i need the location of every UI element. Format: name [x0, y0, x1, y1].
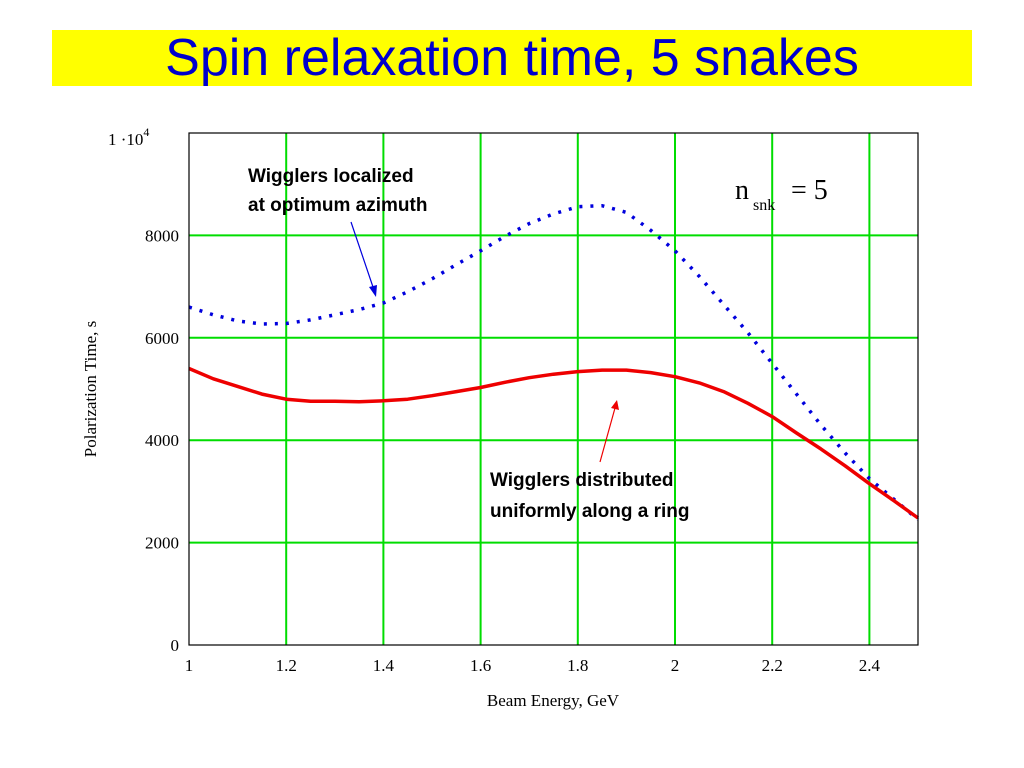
y-tick-label: 4000	[145, 431, 179, 450]
y-tick-label: 0	[171, 636, 180, 655]
y-tick-label: 6000	[145, 329, 179, 348]
arrow-localized	[350, 221, 375, 291]
x-tick-label: 2.4	[859, 656, 881, 675]
arrow-localized-head	[369, 285, 377, 297]
annotation-localized-line2: at optimum azimuth	[248, 195, 427, 216]
plot-area	[189, 133, 918, 645]
x-tick-label: 2.2	[762, 656, 783, 675]
x-tick-label: 1.8	[567, 656, 588, 675]
x-tick-label: 1	[185, 656, 194, 675]
series-line-distributed	[188, 366, 920, 520]
annotation-distributed-line2: uniformly along a ring	[490, 501, 690, 522]
arrow-distributed-head	[611, 400, 619, 410]
tick-labels: 1 1.2 1.4 1.6 1.8 2 2.2 2.4 0 2000 4000 6000 8000	[145, 226, 881, 675]
x-tick-label: 1.4	[373, 656, 395, 675]
x-tick-label: 1.6	[470, 656, 491, 675]
title-banner: Spin relaxation time, 5 snakes	[52, 30, 972, 86]
formula-n: n	[735, 175, 749, 206]
y-top-tick-label: 1 ·104	[108, 125, 149, 149]
x-axis-label: Beam Energy, GeV	[487, 691, 620, 710]
slide-title: Spin relaxation time, 5 snakes	[165, 29, 859, 87]
series-layer	[188, 203, 920, 521]
annotation-localized-line1: Wigglers localized	[248, 166, 414, 187]
formula-rhs: = 5	[791, 175, 828, 206]
arrow-distributed	[599, 407, 616, 463]
x-tick-label: 2	[671, 656, 680, 675]
annotation-distributed-line1: Wigglers distributed	[490, 470, 674, 491]
plot-frame	[188, 132, 919, 646]
y-tick-label: 2000	[145, 534, 179, 553]
x-tick-label: 1.2	[276, 656, 297, 675]
y-tick-label: 8000	[145, 226, 179, 245]
y-axis-label: Polarization Time, s	[81, 321, 100, 457]
formula-subscript: snk	[753, 197, 775, 214]
series-line-localized	[188, 203, 920, 521]
grid-lines	[189, 133, 918, 645]
